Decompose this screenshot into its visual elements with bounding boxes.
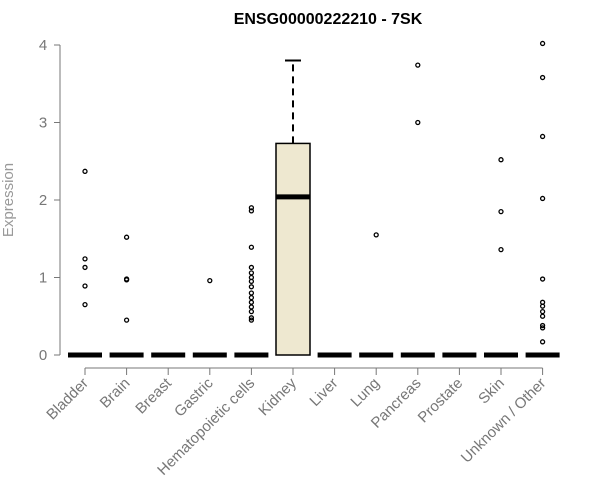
outlier-point (248, 290, 255, 296)
outlier-point (539, 325, 546, 331)
outlier-point (82, 264, 88, 271)
box-group (525, 40, 560, 358)
x-tick-label: Prostate (415, 375, 467, 427)
x-tick-label: Lung (347, 375, 383, 411)
outlier-point (248, 270, 255, 276)
outlier-point (539, 40, 546, 47)
outlier-point (248, 205, 255, 211)
outlier-point (539, 133, 546, 140)
y-axis-label: Expression (0, 163, 17, 237)
outlier-point (82, 301, 88, 308)
box-group (68, 168, 102, 358)
x-tick-label: Bladder (43, 375, 92, 424)
outlier-point (539, 308, 546, 315)
outlier-point (373, 232, 379, 238)
y-tick-label: 2 (39, 192, 47, 209)
outlier-point (248, 278, 255, 285)
outlier-point (82, 168, 88, 174)
box-group (234, 205, 269, 358)
y-tick-label: 4 (39, 37, 47, 54)
outlier-point (248, 308, 255, 315)
box-iqr (275, 142, 311, 356)
outlier-point (248, 244, 255, 250)
y-tick-label: 1 (39, 270, 47, 287)
x-tick-label: Brain (97, 375, 134, 412)
chart-title: ENSG00000222210 - 7SK (234, 11, 423, 28)
outlier-point (415, 62, 421, 68)
outlier-point (248, 304, 255, 310)
outlier-point (539, 74, 546, 81)
x-tick-label: Skin (475, 375, 508, 408)
outlier-point (498, 157, 504, 163)
outlier-point (248, 317, 255, 323)
y-tick-label: 0 (39, 347, 47, 364)
box-group (109, 234, 144, 358)
x-tick-label: Liver (306, 375, 341, 410)
x-tick-label: Breast (132, 374, 175, 417)
outlier-point (82, 256, 88, 262)
outlier-point (123, 277, 130, 283)
outlier-point (248, 299, 255, 305)
box-group (484, 157, 518, 358)
outlier-point (248, 315, 255, 321)
outlier-point (82, 283, 88, 289)
outlier-point (539, 313, 546, 319)
outlier-point (415, 119, 421, 126)
outlier-point (539, 303, 546, 309)
outlier-point (539, 276, 546, 282)
outlier-point (248, 264, 255, 271)
x-tick-label: Kidney (255, 374, 300, 419)
outlier-point (539, 339, 546, 345)
box-group (192, 277, 227, 358)
y-axis: 0 1 2 3 4 (39, 37, 61, 364)
outlier-point (248, 208, 255, 214)
box-group (400, 62, 435, 358)
box-group (275, 59, 311, 356)
outlier-point (539, 322, 546, 329)
outlier-point (123, 234, 130, 240)
plot-area (68, 40, 560, 358)
outlier-point (498, 246, 504, 253)
outlier-point (539, 195, 546, 202)
outlier-point (248, 284, 255, 290)
y-tick-label: 3 (39, 115, 47, 132)
outlier-point (123, 317, 130, 323)
box-group (359, 232, 394, 358)
outlier-point (248, 294, 255, 301)
outlier-point (498, 208, 504, 215)
outlier-point (207, 277, 213, 284)
